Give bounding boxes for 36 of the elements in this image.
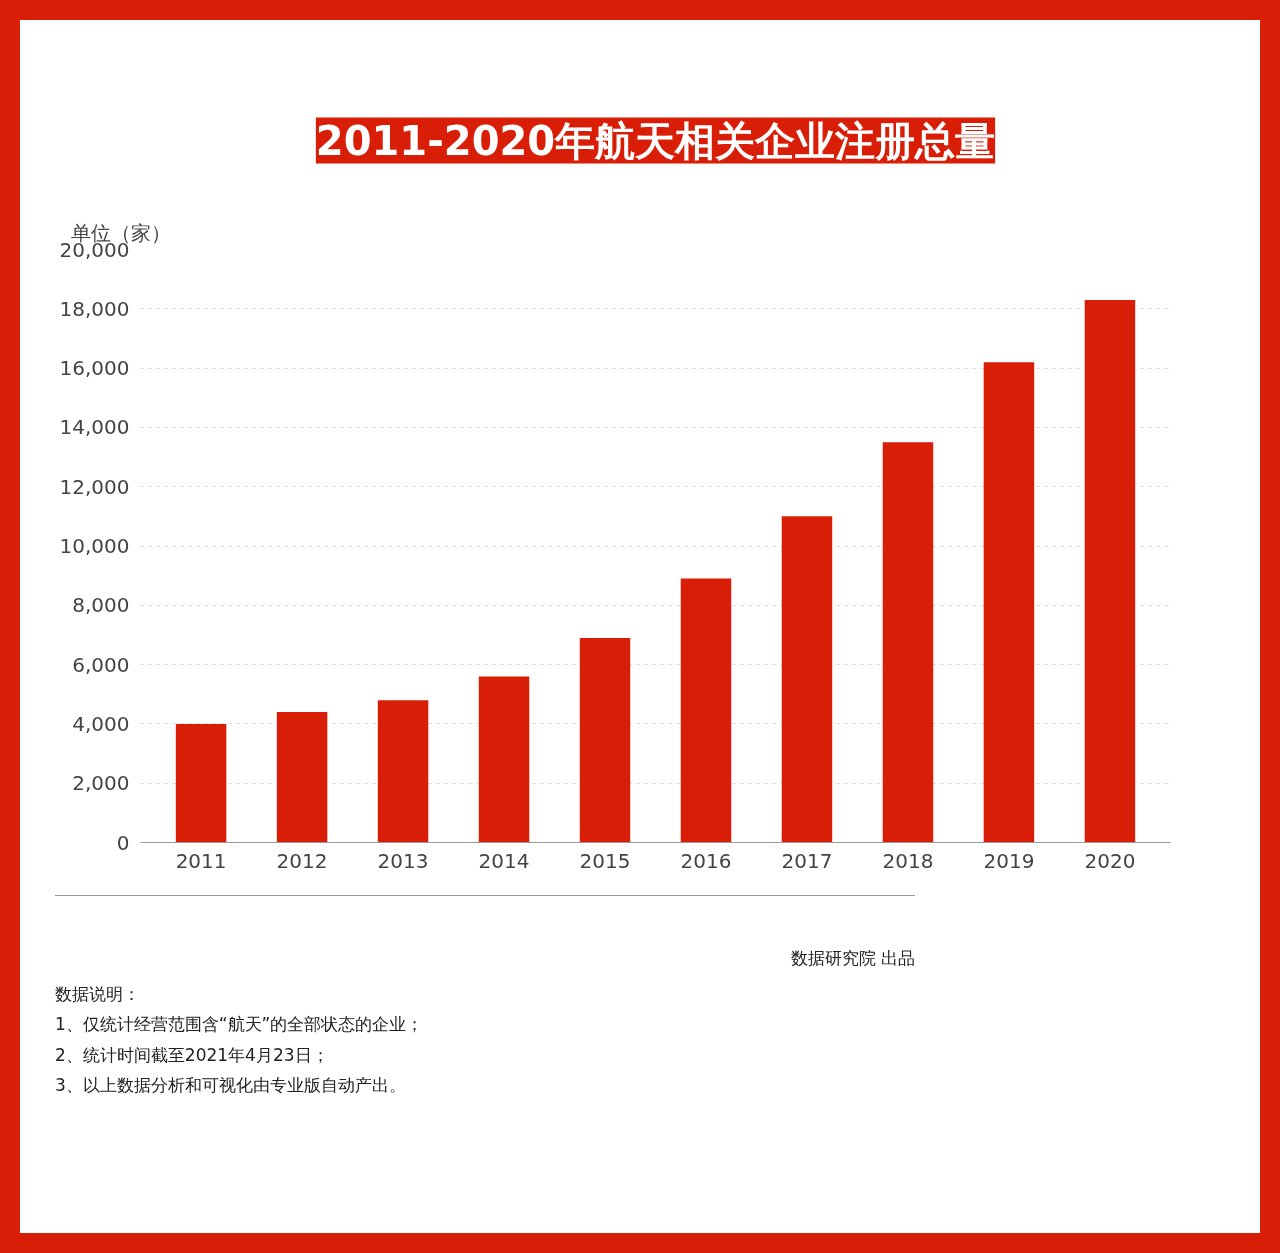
bar <box>781 516 833 843</box>
bar <box>882 442 934 843</box>
text: 1、仅统计经营范围含“航天”的全部状态的企业； <box>55 1013 424 1037</box>
y-tick-label: 8,000 <box>72 593 130 618</box>
y-tick-label: 0 <box>116 830 130 855</box>
x-tick-label: 2011 <box>175 848 227 873</box>
bar <box>377 700 429 843</box>
text: 数据说明： <box>55 983 141 1006</box>
y-tick-label: 2,000 <box>72 771 130 796</box>
x-tick-label: 2012 <box>276 848 328 873</box>
x-tick-label: 2015 <box>579 848 631 873</box>
x-tick-label: 2020 <box>1084 848 1136 873</box>
bar <box>579 637 631 843</box>
text: 2、统计时间截至2021年4月23日； <box>55 1043 330 1067</box>
y-tick-label: 18,000 <box>59 296 130 321</box>
bar <box>175 723 227 843</box>
y-tick-label: 12,000 <box>59 474 130 499</box>
y-tick-label: 4,000 <box>72 711 130 736</box>
x-tick-label: 2019 <box>983 848 1035 873</box>
y-tick-label: 6,000 <box>72 652 130 677</box>
bar <box>680 578 732 843</box>
text: 数据研究院 出品 <box>790 947 915 970</box>
bar <box>276 712 328 843</box>
bar <box>478 676 530 843</box>
y-tick-label: 10,000 <box>59 534 130 558</box>
chart-title: 2011-2020年航天相关企业注册总量 <box>315 117 996 164</box>
y-tick-label: 14,000 <box>59 415 130 440</box>
x-tick-label: 2013 <box>377 848 429 873</box>
text: 3、以上数据分析和可视化由专业版自动产出。 <box>55 1073 407 1097</box>
x-tick-label: 2017 <box>781 848 833 873</box>
bar <box>983 362 1035 843</box>
x-tick-label: 2016 <box>680 848 732 873</box>
x-tick-label: 2014 <box>478 848 530 873</box>
y-tick-label: 16,000 <box>59 356 130 381</box>
bar <box>1084 299 1136 843</box>
x-tick-label: 2018 <box>882 848 934 873</box>
